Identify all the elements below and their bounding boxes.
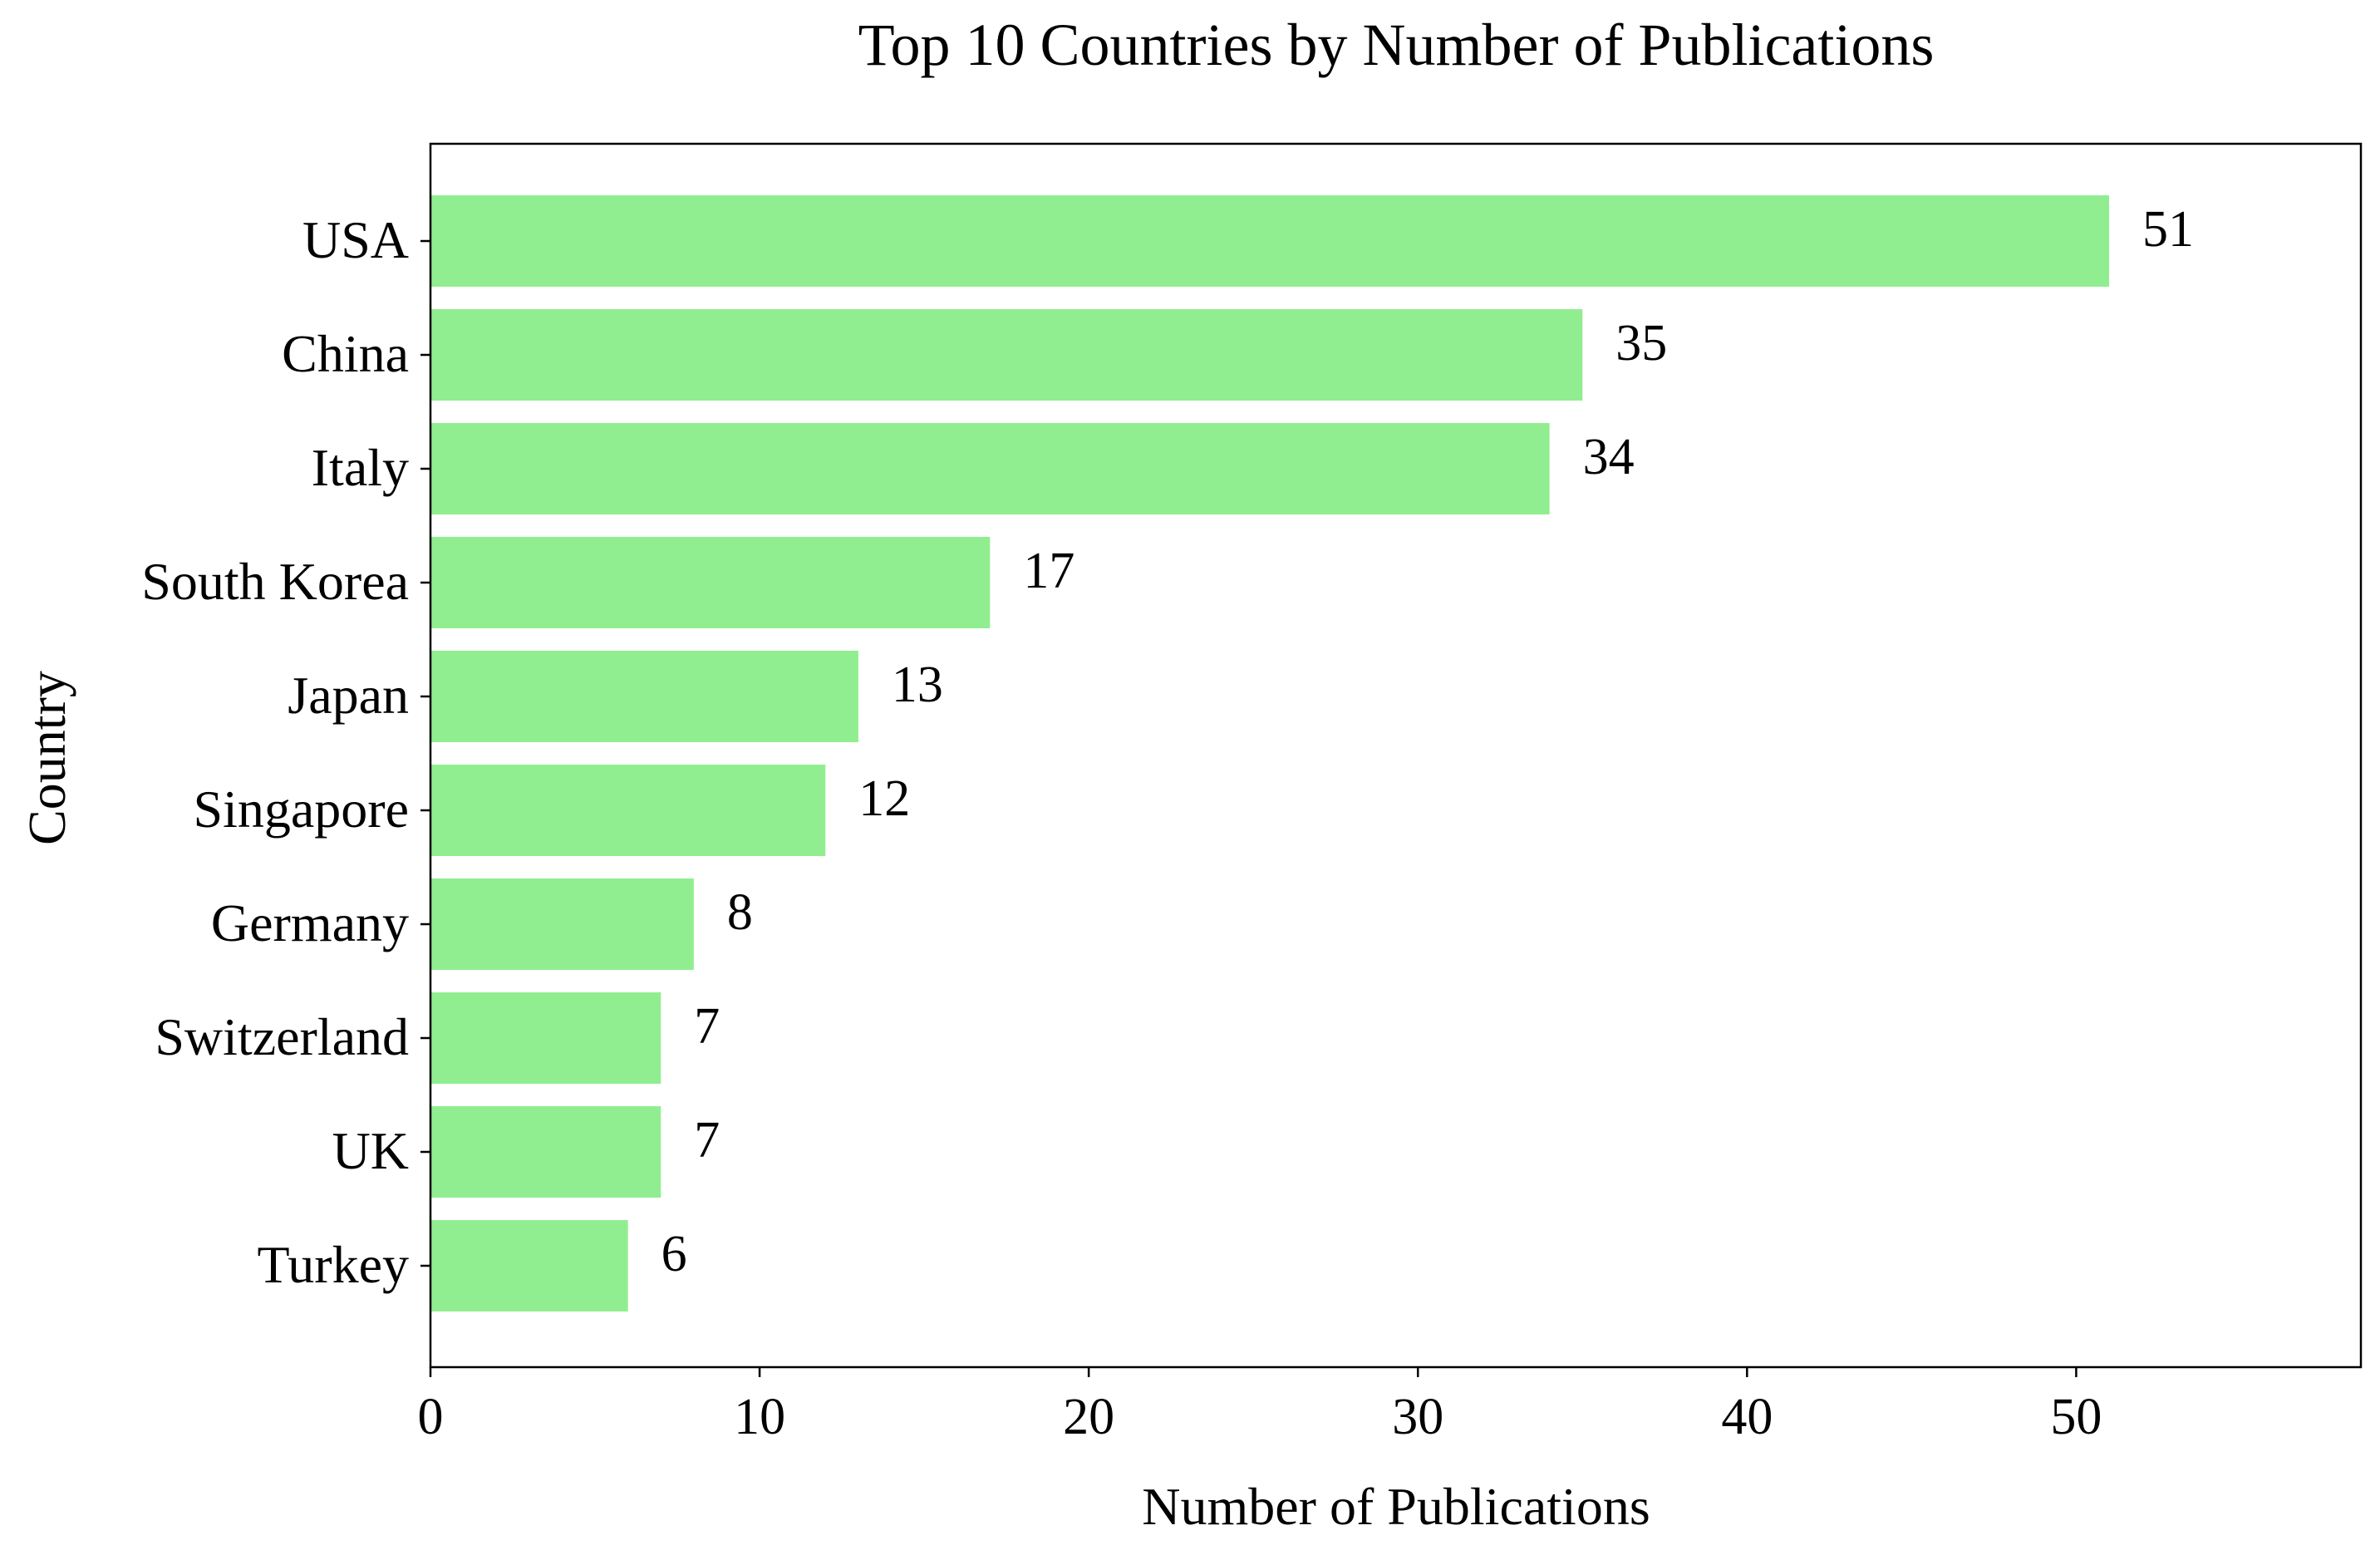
data-label: 17	[1023, 543, 1074, 599]
bar	[430, 878, 694, 970]
data-label: 13	[892, 657, 943, 713]
x-tick-label: 10	[734, 1389, 785, 1445]
data-label: 12	[858, 770, 910, 827]
y-tick-label: Germany	[211, 893, 409, 952]
data-label: 7	[694, 998, 720, 1055]
y-axis-title: Country	[17, 671, 76, 845]
x-axis-title: Number of Publications	[1142, 1477, 1650, 1536]
x-axis: 0 10 20 30 40 50	[418, 1367, 2102, 1445]
x-tick-label: 40	[1721, 1389, 1773, 1445]
y-tick-label: Italy	[312, 438, 409, 497]
y-tick-label: Switzerland	[155, 1007, 409, 1066]
data-label: 8	[727, 884, 753, 941]
bars-layer	[430, 195, 2109, 1311]
bar	[430, 765, 826, 856]
data-label: 51	[2142, 201, 2194, 258]
plot-frame	[429, 142, 2363, 1369]
bar	[430, 651, 858, 742]
data-label: 34	[1583, 429, 1635, 485]
data-label: 7	[694, 1112, 720, 1169]
y-axis: USA China Italy South Korea Japan Singapore Ge…	[141, 210, 430, 1294]
bar	[430, 309, 1583, 401]
bar	[430, 423, 1550, 514]
y-tick-label: Turkey	[257, 1235, 409, 1294]
y-tick-label: Japan	[288, 666, 409, 725]
x-tick-label: 50	[2050, 1389, 2102, 1445]
x-tick-label: 20	[1063, 1389, 1114, 1445]
y-tick-label: South Korea	[141, 552, 409, 611]
chart-title: Top 10 Countries by Number of Publicatio…	[858, 12, 1935, 78]
bar	[430, 537, 991, 628]
y-tick-label: China	[282, 324, 409, 383]
data-label: 35	[1615, 315, 1667, 372]
x-tick-label: 0	[418, 1389, 444, 1445]
bar	[430, 195, 2109, 287]
y-tick-label: UK	[332, 1121, 409, 1180]
data-label: 6	[661, 1226, 687, 1282]
bar	[430, 992, 661, 1084]
x-tick-label: 30	[1392, 1389, 1443, 1445]
bar	[430, 1220, 628, 1311]
y-tick-label: USA	[302, 210, 409, 269]
y-tick-label: Singapore	[194, 780, 410, 839]
bar	[430, 1106, 661, 1198]
